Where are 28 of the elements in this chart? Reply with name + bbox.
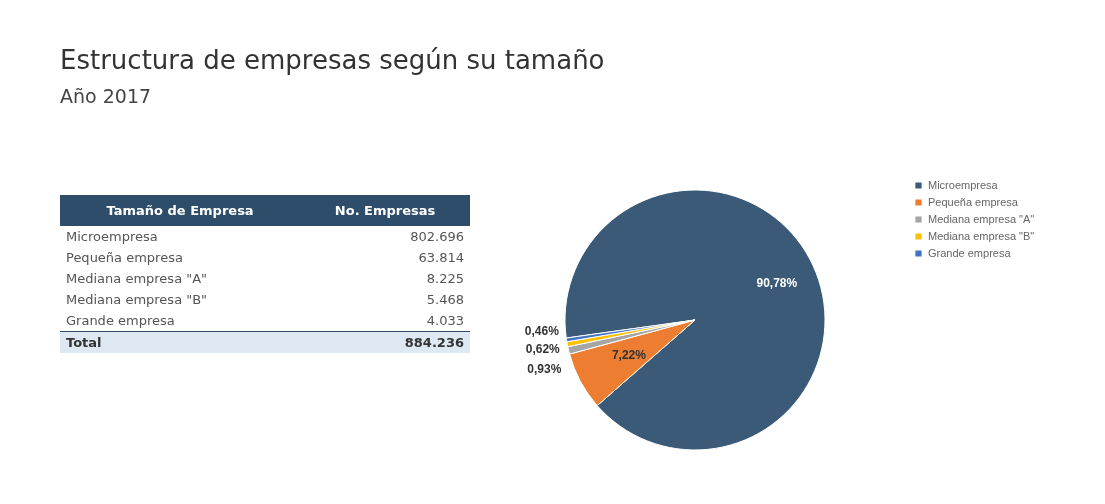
text: 4.033 [426,313,464,328]
text: Tamaño de Empresa [60,195,301,226]
data-label: 0,46% [524,323,560,338]
text: Año 2017 [60,85,152,107]
text: 802.696 [410,229,464,244]
category-label: Mediana empresa "B" [65,291,209,309]
text: 884.236 [404,335,464,350]
data-label: 7,22% [611,348,647,363]
legend-label: Microempresa [928,178,999,191]
pie-slice [564,189,826,451]
text: No. Empresas [300,195,470,226]
text: Estructura de empresas según su tamaño [60,45,605,75]
category-label: Pequeña empresa [65,249,184,267]
category-label: Grande empresa [65,312,176,330]
data-label: 90,78% [756,275,798,290]
category-label: Microempresa [65,228,159,246]
text: Total [60,331,301,353]
legend-label: Mediana empresa "B" [928,229,1035,242]
text: 5.468 [426,292,464,307]
legend-label: Pequeña empresa [928,195,1019,208]
data-label: 0,93% [527,362,562,377]
legend-label: Mediana empresa "A" [928,212,1035,225]
text: 63.814 [418,250,464,265]
text: 8.225 [426,271,464,286]
category-label: Mediana empresa "A" [65,270,209,288]
legend-label: Grande empresa [928,246,1012,259]
pie-slice [569,319,696,407]
data-label: 0,62% [525,341,561,356]
